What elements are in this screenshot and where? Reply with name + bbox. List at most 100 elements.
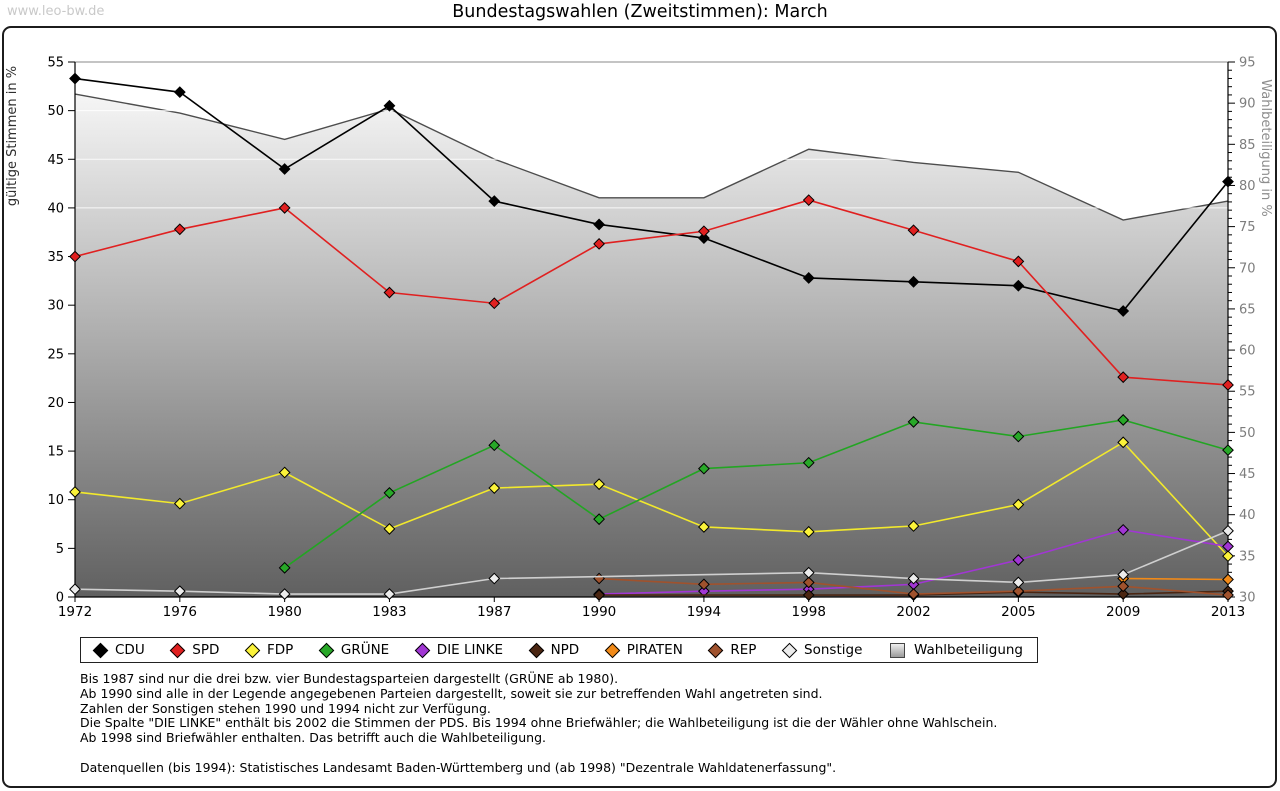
- y-left-tick-label: 40: [47, 201, 64, 216]
- legend-label: Sonstige: [804, 642, 863, 658]
- data-point-cdu: [278, 163, 291, 175]
- y-right-tick-label: 50: [1239, 426, 1256, 441]
- x-tick-label: 1994: [687, 604, 721, 620]
- legend-label: GRÜNE: [340, 642, 390, 658]
- data-point-grüne: [278, 561, 291, 574]
- x-tick-label: 1972: [58, 604, 92, 620]
- legend-label: SPD: [192, 642, 220, 658]
- data-point-spd: [69, 250, 81, 263]
- data-point-sonstige: [383, 588, 396, 600]
- data-point-spd: [1012, 255, 1025, 268]
- y-left-tick-label: 5: [56, 542, 64, 557]
- page-border-frame: [2, 26, 1277, 788]
- x-tick-label: 1983: [372, 604, 406, 620]
- y-right-tick-label: 65: [1239, 302, 1256, 317]
- data-point-fdp: [488, 482, 501, 494]
- footnote-line: Ab 1990 sind alle in der Legende angegeb…: [80, 685, 823, 701]
- data-point-sonstige: [1117, 568, 1130, 581]
- turnout-area: [75, 94, 1228, 597]
- data-point-rep: [1117, 580, 1130, 593]
- legend-label: FDP: [266, 642, 294, 658]
- data-point-fdp: [1117, 436, 1130, 449]
- y-left-axis-title: gültige Stimmen in %: [5, 66, 20, 206]
- data-point-cdu: [173, 86, 186, 99]
- series-line-sonstige: [74, 530, 1229, 595]
- legend-item-npd: NPD: [528, 642, 579, 658]
- data-point-spd: [907, 224, 920, 237]
- data-point-npd: [802, 589, 815, 601]
- data-point-spd: [802, 194, 815, 207]
- data-point-sonstige: [69, 583, 81, 596]
- data-point-cdu: [802, 272, 815, 284]
- legend-diamond-swatch: [244, 642, 261, 658]
- data-point-spd: [488, 297, 501, 310]
- data-point-spd: [1222, 379, 1234, 391]
- data-point-cdu: [907, 275, 920, 288]
- data-point-fdp: [278, 466, 291, 479]
- x-tick-label: 1987: [477, 604, 511, 620]
- data-point-die-linke: [698, 585, 710, 598]
- legend-item-fdp: FDP: [244, 642, 294, 658]
- x-tick-label: 1990: [582, 604, 616, 620]
- series-line-cdu: [74, 77, 1229, 312]
- x-tick-label: 1998: [792, 604, 826, 620]
- data-point-npd: [1117, 588, 1130, 600]
- y-right-tick-label: 80: [1239, 179, 1256, 194]
- legend-label: Wahlbeteiligung: [913, 642, 1023, 658]
- footnote-line: Datenquellen (bis 1994): Statistisches L…: [80, 759, 837, 775]
- data-point-grüne: [698, 462, 710, 475]
- data-point-cdu: [488, 195, 501, 208]
- series-line-piraten: [1123, 577, 1229, 581]
- data-point-grüne: [907, 416, 920, 428]
- y-left-tick-label: 0: [56, 591, 64, 606]
- data-point-sonstige: [173, 585, 186, 598]
- data-point-spd: [278, 202, 291, 214]
- footnote-line: Die Spalte "DIE LINKE" enthält bis 2002 …: [80, 715, 998, 731]
- legend-diamond-swatch: [528, 642, 544, 658]
- legend-square-swatch: [889, 642, 905, 658]
- data-point-sonstige: [907, 572, 920, 585]
- data-point-sonstige: [1012, 576, 1025, 589]
- data-point-cdu: [383, 99, 396, 112]
- series-line-spd: [74, 199, 1229, 386]
- series-line-npd: [599, 590, 1229, 596]
- data-point-piraten: [1222, 573, 1234, 586]
- page-title: Bundestagswahlen (Zweitstimmen): March: [436, 2, 844, 22]
- data-point-rep: [1222, 589, 1234, 601]
- data-point-cdu: [593, 218, 605, 231]
- data-point-sonstige: [278, 588, 291, 600]
- data-point-fdp: [593, 478, 605, 491]
- y-right-tick-label: 45: [1239, 467, 1256, 482]
- y-right-tick-label: 35: [1239, 549, 1256, 564]
- data-point-grüne: [802, 456, 815, 469]
- watermark: www.leo-bw.de: [7, 4, 105, 19]
- data-point-npd: [593, 589, 605, 601]
- data-point-spd: [698, 225, 710, 238]
- legend-item-cdu: CDU: [92, 642, 145, 658]
- footnotes: Bis 1987 sind nur die drei bzw. vier Bun…: [80, 671, 998, 776]
- legend-label: DIE LINKE: [436, 642, 503, 658]
- data-point-fdp: [1012, 498, 1025, 511]
- legend-item-wahlbeteiligung: Wahlbeteiligung: [889, 642, 1023, 658]
- y-left-tick-label: 30: [47, 299, 64, 314]
- data-point-rep: [802, 576, 815, 589]
- data-point-cdu: [1117, 305, 1130, 317]
- y-right-tick-label: 55: [1239, 385, 1256, 400]
- legend-label: PIRATEN: [626, 642, 683, 658]
- data-point-fdp: [907, 520, 920, 532]
- data-point-sonstige: [1222, 524, 1234, 537]
- y-right-tick-label: 60: [1239, 344, 1256, 359]
- data-point-cdu: [1012, 279, 1025, 292]
- y-right-tick-label: 30: [1239, 591, 1256, 606]
- y-left-tick-label: 15: [47, 445, 64, 460]
- legend-item-grüne: GRÜNE: [318, 642, 390, 658]
- y-right-tick-label: 85: [1239, 138, 1256, 153]
- data-point-sonstige: [802, 566, 815, 579]
- legend-diamond-swatch: [170, 642, 186, 658]
- data-point-rep: [698, 578, 710, 591]
- legend-diamond-swatch: [708, 642, 724, 658]
- x-tick-label: 1976: [163, 604, 197, 620]
- data-point-fdp: [1222, 550, 1234, 563]
- y-right-tick-label: 75: [1239, 220, 1256, 235]
- y-left-tick-label: 55: [47, 56, 64, 71]
